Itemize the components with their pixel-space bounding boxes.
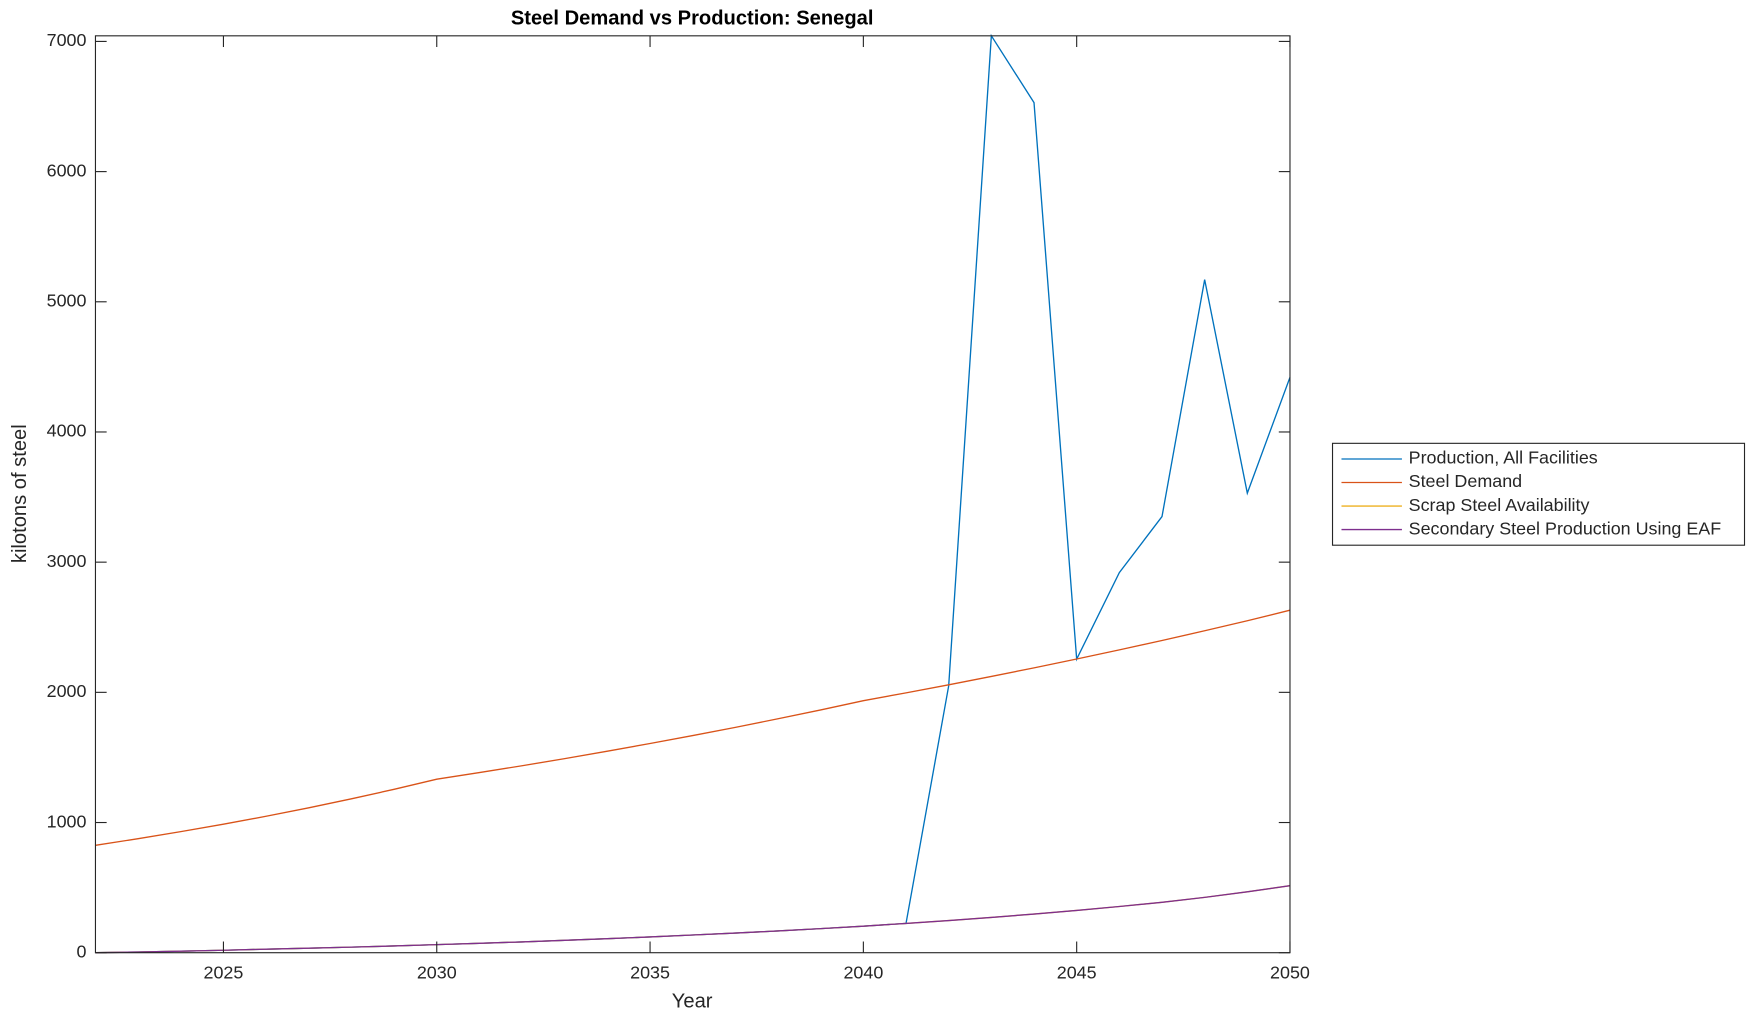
y-tick-label: 2000 — [47, 681, 87, 701]
x-tick-label: 2045 — [1057, 963, 1097, 983]
y-tick-label: 7000 — [47, 30, 87, 50]
legend-label: Secondary Steel Production Using EAF — [1409, 518, 1722, 538]
y-axis-label: kilotons of steel — [9, 424, 31, 563]
y-tick-label: 5000 — [47, 291, 87, 311]
x-tick-label: 2050 — [1270, 963, 1310, 983]
chart-title: Steel Demand vs Production: Senegal — [511, 7, 874, 29]
y-tick-label: 3000 — [47, 551, 87, 571]
x-tick-label: 2025 — [204, 963, 244, 983]
lines — [95, 33, 1291, 954]
legend-label: Production, All Facilities — [1409, 448, 1598, 468]
series-line — [95, 609, 1291, 846]
x-axis-label: Year — [672, 990, 713, 1012]
x-tick-label: 2040 — [843, 963, 883, 983]
axes-box — [94, 35, 1291, 954]
x-tick-label: 2030 — [417, 963, 457, 983]
legend-label: Scrap Steel Availability — [1409, 495, 1590, 515]
y-tick-label: 0 — [77, 941, 87, 961]
legend-box — [1331, 442, 1746, 546]
series-line — [95, 884, 1291, 954]
legend: Production, All Facilities Steel Demand Sc… — [1331, 442, 1746, 546]
y-tick-label: 1000 — [47, 811, 87, 831]
y-tick-label: 4000 — [47, 421, 87, 441]
y-tick-label: 6000 — [47, 160, 87, 180]
x-tick-label: 2035 — [630, 963, 670, 983]
plot-area — [95, 35, 1290, 953]
legend-label: Steel Demand — [1409, 471, 1522, 491]
